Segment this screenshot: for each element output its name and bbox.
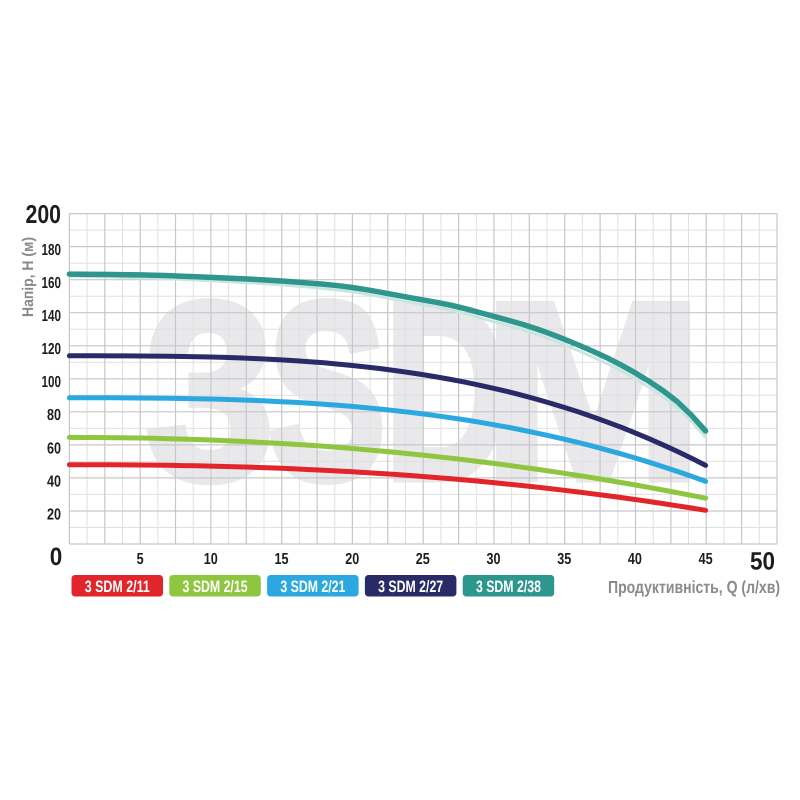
svg-text:60: 60 bbox=[47, 440, 61, 457]
svg-text:140: 140 bbox=[42, 308, 62, 325]
svg-text:25: 25 bbox=[416, 551, 430, 568]
svg-text:3 SDM 2/15: 3 SDM 2/15 bbox=[183, 578, 248, 596]
svg-text:50: 50 bbox=[750, 548, 775, 576]
svg-text:20: 20 bbox=[345, 551, 359, 568]
svg-text:30: 30 bbox=[487, 551, 501, 568]
svg-text:160: 160 bbox=[42, 275, 62, 292]
svg-text:45: 45 bbox=[699, 551, 713, 568]
svg-text:3 SDM 2/11: 3 SDM 2/11 bbox=[85, 578, 150, 596]
svg-text:10: 10 bbox=[204, 551, 218, 568]
svg-text:3 SDM 2/21: 3 SDM 2/21 bbox=[280, 578, 345, 596]
svg-text:200: 200 bbox=[26, 199, 62, 229]
svg-text:40: 40 bbox=[628, 551, 642, 568]
svg-text:3 SDM 2/27: 3 SDM 2/27 bbox=[378, 578, 443, 596]
svg-text:80: 80 bbox=[47, 407, 61, 424]
svg-text:Напір, H (м): Напір, H (м) bbox=[20, 237, 37, 317]
svg-text:15: 15 bbox=[275, 551, 289, 568]
svg-text:0: 0 bbox=[50, 543, 63, 571]
svg-text:180: 180 bbox=[42, 242, 62, 259]
svg-text:100: 100 bbox=[42, 374, 62, 391]
svg-text:5: 5 bbox=[137, 551, 144, 568]
svg-text:120: 120 bbox=[42, 341, 62, 358]
svg-text:3: 3 bbox=[145, 249, 275, 533]
svg-text:Продуктивність, Q (л/хв): Продуктивність, Q (л/хв) bbox=[608, 577, 780, 597]
svg-text:40: 40 bbox=[47, 473, 61, 490]
svg-text:3 SDM 2/38: 3 SDM 2/38 bbox=[476, 578, 541, 596]
svg-text:20: 20 bbox=[47, 506, 61, 523]
svg-text:35: 35 bbox=[557, 551, 571, 568]
